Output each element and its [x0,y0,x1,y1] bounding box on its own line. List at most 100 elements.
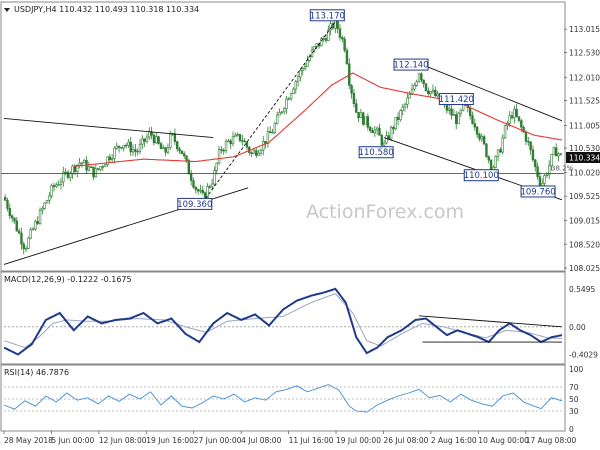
price-tick-label: 109.015 [569,217,600,226]
candle-body [403,103,407,108]
annotation-box [177,197,213,210]
candle-body [448,108,451,111]
candle-body [222,149,225,152]
candle-body [520,120,523,128]
candle-body [389,126,393,140]
candle-body [457,112,460,125]
candle-body [513,108,516,119]
candle-body [368,126,372,131]
candle-body [217,149,221,164]
candle-body [129,141,132,153]
candle-body [480,136,483,140]
trendline [3,118,214,139]
annotation-label: 110.580 [359,148,394,158]
candle-body [538,176,542,186]
candle-body [255,150,258,156]
candle-body [501,137,504,153]
macd-tick-label: 0.00 [569,323,586,332]
current-price-box [566,152,600,164]
symbol-header: USDJPY,H4 110.432 110.493 110.318 110.33… [14,5,199,14]
candle-body [259,149,263,154]
candle-body [455,114,458,125]
candle-body [499,149,502,153]
candle-body [136,150,139,153]
rsi-line [3,384,563,413]
candle-body [450,108,453,116]
candle-body [89,166,93,168]
candle-body [55,184,58,187]
candle-body [196,189,200,192]
candle-body [489,159,493,172]
candle-body [554,147,558,157]
candle-body [271,132,274,134]
candle-body [252,150,256,154]
candle-body [3,197,7,201]
candle-body [227,140,230,143]
candle-body [420,73,423,81]
macd-trendline [418,315,563,328]
candle-body [294,81,297,90]
candle-body [8,208,12,217]
candle-body [510,115,514,119]
candle-body [169,133,172,148]
annotation-box [520,185,556,198]
price-tick-label: 112.530 [569,48,600,57]
candle-body [548,165,551,176]
candle-body [50,185,53,197]
rsi-tick-label: 0 [569,425,574,434]
candle-body [41,207,44,211]
candle-body [524,131,528,142]
candle-body [522,126,525,133]
candle-body [320,38,323,47]
candle-body [241,140,244,142]
candle-body [45,200,49,204]
candle-body [487,156,490,161]
candle-body [517,116,521,121]
candle-body [371,130,374,134]
time-tick-label: 5 Jun 00:00 [51,436,94,445]
candle-body [229,140,232,145]
candle-body [87,166,91,171]
candle-body [434,89,437,97]
rsi-panel-frame [0,364,566,432]
time-tick-label: 10 Aug 00:00 [478,436,529,445]
annotation-box [393,58,429,71]
candle-body [473,123,477,128]
candle-body [43,202,46,209]
annotation-box [463,169,499,182]
candle-body [192,180,195,188]
candle-body [471,115,474,124]
rsi-tick-label: 70 [569,383,579,392]
annotation-label: 112.140 [393,61,428,71]
candle-body [269,131,272,134]
candle-body [134,149,137,152]
candle-body [173,133,177,142]
candle-body [331,23,335,29]
candle-body [468,107,472,116]
time-tick-label: 17 Aug 08:00 [526,436,577,445]
time-tick-label: 2 Aug 16:00 [431,436,477,445]
candle-body [310,49,314,57]
candle-body [527,141,530,143]
candle-body [427,90,430,95]
candle-body [206,186,209,198]
candle-body [285,98,288,110]
candle-body [387,135,390,140]
candle-body [31,228,35,231]
candle-body [313,46,316,51]
candle-body [115,145,118,149]
annotation-label: 109.760 [520,187,555,197]
candle-body [301,68,304,71]
candle-body [131,149,135,153]
candle-body [366,116,370,128]
candle-body [36,221,39,224]
price-layer: 38.2% 113.170 112.140 111.420 110.580 110.100… [1,9,574,265]
candle-body [148,131,151,138]
candle-body [164,147,167,153]
candle-body [375,127,379,131]
candle-body [234,134,237,138]
candle-body [534,159,537,168]
candle-body [364,116,367,125]
annotation-label: 110.100 [464,171,499,181]
